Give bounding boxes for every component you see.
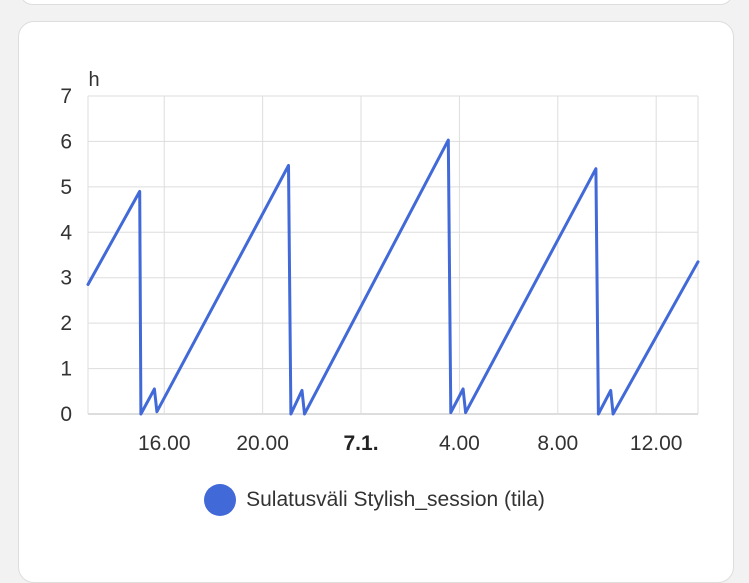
x-tick-label: 4.00 bbox=[439, 432, 480, 455]
series-line[interactable] bbox=[86, 138, 700, 416]
legend[interactable]: Sulatusväli Stylish_session (tila) bbox=[0, 484, 749, 516]
y-tick-label: 6 bbox=[60, 130, 72, 153]
x-tick-label: 8.00 bbox=[537, 432, 578, 455]
x-tick-label: 12.00 bbox=[630, 432, 683, 455]
x-tick-label: 16.00 bbox=[138, 432, 191, 455]
y-tick-label: 1 bbox=[60, 358, 72, 381]
x-tick-label: 7.1. bbox=[344, 432, 379, 455]
history-chart: 0 1 2 3 4 5 6 7 16.00 20.00 7.1. 4.00 8.00 12.00 h bbox=[60, 69, 700, 455]
y-tick-label: 4 bbox=[60, 221, 72, 244]
legend-label: Sulatusväli Stylish_session (tila) bbox=[246, 488, 545, 511]
y-tick-label: 0 bbox=[60, 403, 72, 426]
y-tick-label: 5 bbox=[60, 176, 72, 199]
y-tick-label: 7 bbox=[60, 85, 72, 108]
y-tick-label: 3 bbox=[60, 267, 72, 290]
y-unit-label: h bbox=[88, 69, 99, 91]
y-tick-label: 2 bbox=[60, 312, 72, 335]
x-tick-label: 20.00 bbox=[236, 432, 289, 455]
legend-swatch bbox=[204, 484, 237, 516]
